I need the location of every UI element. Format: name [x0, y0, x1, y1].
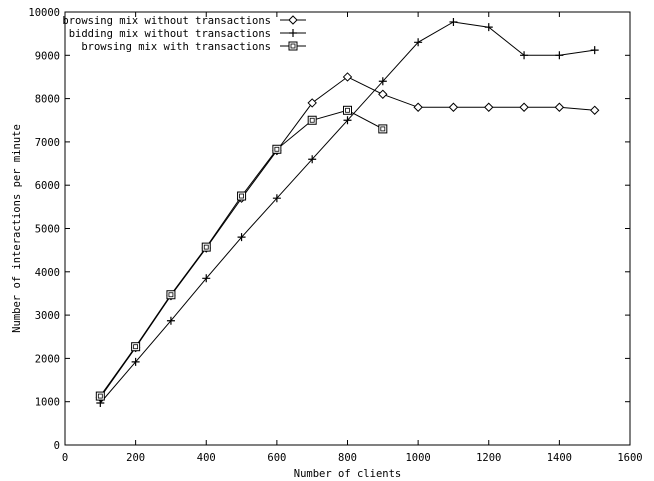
diamond-marker	[448, 102, 459, 112]
plus-marker	[378, 77, 387, 86]
legend-item: browsing mix with transactions	[81, 41, 306, 53]
square-marker	[237, 191, 247, 201]
square-marker	[95, 391, 105, 401]
plus-marker	[484, 23, 493, 32]
legend-label: browsing mix with transactions	[81, 41, 271, 53]
plus-marker	[272, 194, 281, 203]
diamond-marker	[378, 89, 388, 99]
x-axis-label: Number of clients	[294, 468, 401, 480]
x-tick-label: 1000	[405, 452, 430, 464]
square-marker	[201, 242, 211, 252]
diamond-marker	[342, 72, 353, 82]
y-tick-label: 2000	[35, 353, 60, 365]
diamond-marker	[554, 102, 565, 112]
plus-marker	[202, 274, 211, 283]
plus-marker	[289, 29, 297, 37]
x-tick-label: 200	[126, 452, 145, 464]
y-tick-label: 6000	[35, 180, 60, 192]
y-tick-label: 10000	[28, 7, 60, 19]
plus-marker	[308, 155, 317, 164]
series-plus	[96, 17, 599, 407]
y-tick-label: 0	[54, 440, 60, 452]
legend-label: bidding mix without transactions	[69, 28, 271, 40]
diamond-marker	[484, 102, 494, 112]
square-marker	[307, 115, 317, 125]
square-marker	[378, 124, 388, 134]
square-marker	[343, 105, 352, 115]
plus-marker	[414, 38, 423, 47]
square-marker	[166, 290, 176, 300]
legend: browsing mix without transactionsbidding…	[62, 15, 306, 53]
plus-marker	[590, 46, 599, 55]
legend-item: bidding mix without transactions	[69, 28, 306, 40]
x-tick-label: 600	[267, 452, 286, 464]
y-tick-label: 9000	[35, 50, 60, 62]
y-tick-label: 4000	[35, 267, 60, 279]
plus-marker	[237, 233, 246, 242]
x-tick-label: 400	[197, 452, 216, 464]
series-group	[95, 17, 600, 407]
plus-marker	[449, 17, 458, 26]
plus-marker	[131, 357, 140, 366]
y-tick-label: 3000	[35, 310, 60, 322]
square-marker	[131, 342, 141, 352]
diamond-marker	[307, 98, 317, 108]
plus-marker	[166, 316, 175, 325]
diamond-marker	[413, 102, 423, 112]
y-axis-label: Number of interactions per minute	[11, 124, 23, 333]
plus-marker	[555, 51, 564, 60]
diamond-marker	[288, 15, 298, 25]
series-square	[95, 105, 388, 401]
x-tick-label: 1200	[476, 452, 501, 464]
square-marker	[288, 41, 298, 51]
plus-marker	[343, 116, 352, 125]
y-tick-label: 7000	[35, 137, 60, 149]
x-tick-label: 1600	[617, 452, 642, 464]
y-tick-label: 5000	[35, 224, 60, 236]
y-tick-label: 1000	[35, 397, 60, 409]
plus-marker	[520, 51, 529, 60]
series-line	[99, 76, 595, 398]
legend-label: browsing mix without transactions	[62, 15, 271, 27]
diamond-marker	[519, 102, 529, 112]
axis-ticks: 0 200 400 600 800 1000 1200 1400 1600 0 1000 2000 30…	[28, 7, 642, 464]
x-tick-label: 1400	[547, 452, 572, 464]
square-marker	[272, 144, 282, 154]
x-tick-label: 0	[62, 452, 68, 464]
x-tick-label: 800	[338, 452, 357, 464]
legend-item: browsing mix without transactions	[62, 15, 306, 27]
y-tick-label: 8000	[35, 94, 60, 106]
diamond-marker	[589, 105, 600, 115]
